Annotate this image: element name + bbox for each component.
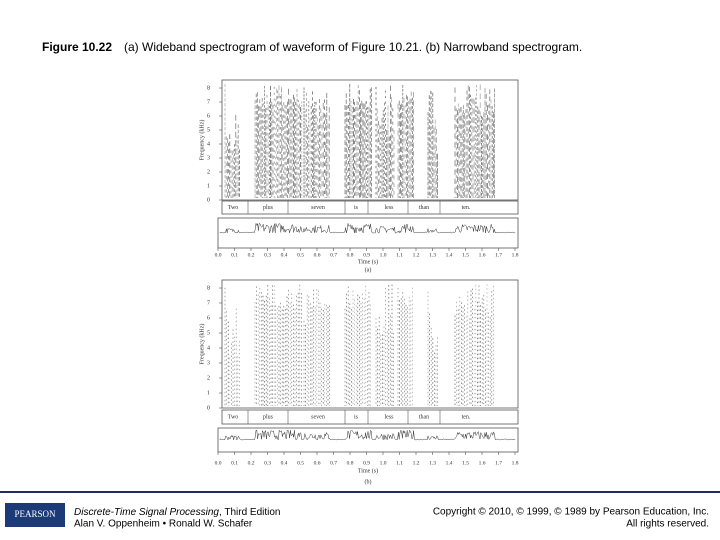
x-tick-label: 0.4 xyxy=(281,252,288,258)
x-tick-label: 1.7 xyxy=(495,252,502,258)
x-tick-label: 0.1 xyxy=(231,252,238,258)
logo: PEARSON xyxy=(14,509,56,519)
x-tick-label: 0.3 xyxy=(264,252,271,258)
y-axis-label: Frequency (kHz) xyxy=(198,324,205,365)
word: ten. xyxy=(462,205,471,211)
word: than xyxy=(419,414,429,420)
waveform xyxy=(219,429,516,441)
x-tick-label: 0.2 xyxy=(248,252,255,258)
x-tick-label: 1.5 xyxy=(462,460,469,466)
y-tick-label: 8 xyxy=(207,85,210,91)
x-tick-label: 0.6 xyxy=(314,252,321,258)
copyright: Copyright © 2010, © 1999, © 1989 by Pear… xyxy=(433,507,709,518)
word: plus xyxy=(263,414,274,420)
x-tick-label: 1.6 xyxy=(479,460,486,466)
y-tick-label: 0 xyxy=(207,197,210,203)
y-tick-label: 8 xyxy=(207,285,210,291)
y-tick-label: 1 xyxy=(207,183,210,189)
x-tick-label: 1.1 xyxy=(396,460,403,466)
word: less xyxy=(385,205,395,211)
word-strip xyxy=(221,409,519,425)
word: Two xyxy=(228,205,239,211)
x-tick-label: 0.5 xyxy=(297,252,304,258)
x-tick-label: 1.0 xyxy=(380,460,387,466)
x-tick-label: 0.9 xyxy=(363,252,370,258)
x-tick-label: 1.8 xyxy=(512,460,519,466)
y-tick-label: 7 xyxy=(207,300,210,306)
x-tick-label: 1.5 xyxy=(462,252,469,258)
waveform-frame xyxy=(217,217,519,249)
waveform xyxy=(219,223,516,234)
x-axis-label: Time (s) xyxy=(358,467,378,474)
x-tick-label: 0.2 xyxy=(248,460,255,466)
word: is xyxy=(354,414,359,420)
x-tick-label: 0.4 xyxy=(281,460,288,466)
panel-label: (b) xyxy=(365,478,372,485)
y-tick-label: 2 xyxy=(207,375,210,381)
x-tick-label: 1.0 xyxy=(380,252,387,258)
x-tick-label: 1.2 xyxy=(413,460,420,466)
x-tick-label: 1.7 xyxy=(495,460,502,466)
y-tick-label: 5 xyxy=(207,330,210,336)
word-strip xyxy=(221,200,519,215)
y-tick-label: 6 xyxy=(207,113,210,119)
x-tick-label: 1.4 xyxy=(446,460,453,466)
x-tick-label: 0.6 xyxy=(314,460,321,466)
y-tick-label: 2 xyxy=(207,169,210,175)
y-tick-label: 3 xyxy=(207,360,210,366)
x-tick-label: 0.0 xyxy=(215,460,222,466)
caption: (a) Wideband spectrogram of waveform of … xyxy=(124,40,582,54)
y-tick-label: 6 xyxy=(207,315,210,321)
x-tick-label: 1.2 xyxy=(413,252,420,258)
logo-box xyxy=(5,503,65,527)
word: ten. xyxy=(462,414,471,420)
x-tick-label: 1.4 xyxy=(446,252,453,258)
word: less xyxy=(385,414,395,420)
y-tick-label: 7 xyxy=(207,99,210,105)
word: seven xyxy=(311,414,325,420)
x-tick-label: 0.7 xyxy=(330,252,337,258)
book-line: Discrete-Time Signal Processing, Third E… xyxy=(74,507,280,518)
panel-label: (a) xyxy=(365,266,372,273)
x-tick-label: 0.5 xyxy=(297,460,304,466)
word: is xyxy=(354,205,359,211)
y-axis-label: Frequency (kHz) xyxy=(198,120,205,161)
y-tick-label: 4 xyxy=(207,141,210,147)
x-tick-label: 0.1 xyxy=(231,460,238,466)
x-tick-label: 1.8 xyxy=(512,252,519,258)
authors: Alan V. Oppenheim • Ronald W. Schafer xyxy=(74,519,253,530)
x-tick-label: 1.3 xyxy=(429,460,436,466)
y-tick-label: 5 xyxy=(207,127,210,133)
y-tick-label: 1 xyxy=(207,390,210,396)
word: seven xyxy=(311,205,325,211)
y-tick-label: 0 xyxy=(207,405,210,411)
rights: All rights reserved. xyxy=(626,519,709,530)
y-tick-label: 4 xyxy=(207,345,210,351)
edition: , Third Edition xyxy=(219,507,281,518)
x-tick-label: 1.1 xyxy=(396,252,403,258)
word: than xyxy=(419,205,429,211)
x-tick-label: 0.8 xyxy=(347,460,354,466)
x-tick-label: 0.0 xyxy=(215,252,222,258)
x-tick-label: 1.6 xyxy=(479,252,486,258)
x-tick-label: 0.8 xyxy=(347,252,354,258)
word: plus xyxy=(263,205,274,211)
x-tick-label: 0.9 xyxy=(363,460,370,466)
y-tick-label: 3 xyxy=(207,155,210,161)
book-title: Discrete-Time Signal Processing xyxy=(74,507,219,518)
spectrogram-frame xyxy=(221,79,519,201)
x-tick-label: 0.7 xyxy=(330,460,337,466)
x-tick-label: 0.3 xyxy=(264,460,271,466)
x-tick-label: 1.3 xyxy=(429,252,436,258)
word: Two xyxy=(228,414,239,420)
x-axis-label: Time (s) xyxy=(358,258,378,265)
figure-label: Figure 10.22 xyxy=(42,40,112,54)
